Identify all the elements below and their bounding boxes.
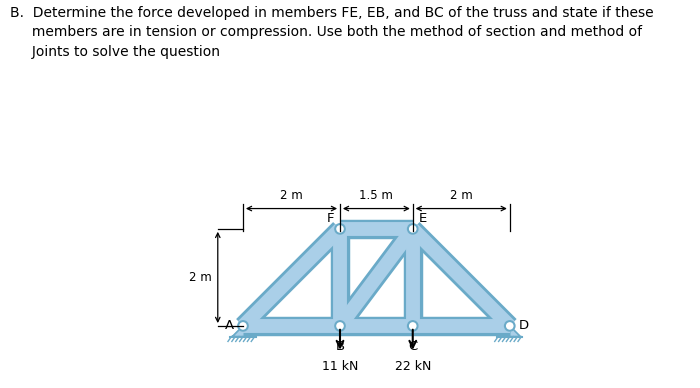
Text: B: B: [335, 340, 344, 353]
Circle shape: [505, 321, 514, 331]
Text: 22 kN: 22 kN: [395, 360, 431, 373]
Polygon shape: [232, 326, 253, 336]
Text: 2 m: 2 m: [450, 189, 473, 202]
Polygon shape: [499, 326, 520, 336]
Circle shape: [238, 321, 248, 331]
Circle shape: [335, 224, 345, 234]
Text: E: E: [419, 212, 427, 225]
Text: A: A: [225, 319, 234, 333]
Text: D: D: [519, 319, 528, 333]
Circle shape: [408, 224, 418, 234]
Text: C: C: [408, 340, 417, 353]
Text: 11 kN: 11 kN: [322, 360, 358, 373]
Text: B.  Determine the force developed in members FE, EB, and BC of the truss and sta: B. Determine the force developed in memb…: [10, 6, 654, 59]
Text: 1.5 m: 1.5 m: [359, 189, 393, 202]
Text: F: F: [327, 212, 334, 225]
Text: 2 m: 2 m: [280, 189, 303, 202]
Circle shape: [408, 321, 418, 331]
Text: 2 m: 2 m: [189, 271, 212, 284]
Circle shape: [335, 321, 345, 331]
